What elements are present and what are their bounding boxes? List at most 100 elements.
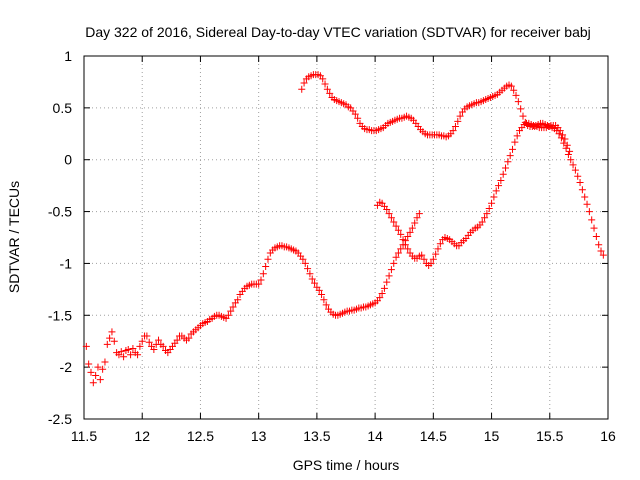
data-point	[255, 280, 263, 288]
data-point	[397, 245, 405, 253]
data-point	[385, 272, 393, 280]
data-point	[429, 255, 437, 263]
data-point	[299, 255, 307, 263]
data-point	[300, 79, 308, 87]
data-point	[354, 114, 362, 122]
data-point	[150, 346, 158, 354]
data-point	[108, 328, 116, 336]
data-point	[557, 134, 565, 142]
x-tick-label: 13.5	[303, 428, 330, 444]
data-point	[420, 255, 428, 263]
data-point	[588, 216, 596, 224]
data-point	[322, 301, 330, 309]
data-point	[404, 245, 412, 253]
data-point	[569, 161, 577, 169]
y-tick-label: -2.5	[48, 411, 72, 427]
data-point	[488, 199, 496, 207]
data-point	[502, 164, 510, 172]
data-point	[173, 336, 181, 344]
data-point	[399, 236, 407, 244]
data-point	[380, 284, 388, 292]
data-point	[315, 286, 323, 294]
data-point	[87, 368, 95, 376]
data-point	[124, 346, 132, 354]
data-point	[351, 110, 359, 118]
data-point	[234, 296, 242, 304]
y-tick-label: -2	[60, 359, 73, 375]
y-tick-label: 0	[64, 152, 72, 168]
data-point	[134, 351, 142, 359]
data-point	[82, 342, 90, 350]
data-point	[318, 291, 326, 299]
data-point	[427, 259, 435, 267]
data-point	[319, 75, 327, 83]
x-tick-labels: 11.5 12 12.5 13 13.5 14 14.5 15 15.5 16	[71, 428, 616, 444]
data-point	[511, 138, 519, 146]
data-point	[96, 376, 104, 384]
data-point	[387, 266, 395, 274]
data-point	[599, 251, 607, 259]
data-point	[264, 255, 272, 263]
data-point	[89, 379, 97, 387]
data-point	[406, 228, 414, 236]
data-point	[563, 141, 571, 149]
data-point	[145, 338, 153, 346]
data-point	[394, 249, 402, 257]
data-point	[595, 241, 603, 249]
data-point	[401, 241, 409, 249]
series-track-C	[298, 71, 574, 155]
data-point	[94, 363, 102, 371]
x-tick-label: 14	[367, 428, 383, 444]
data-point	[490, 193, 498, 201]
data-point	[492, 187, 500, 195]
data-point	[159, 342, 167, 350]
data-point	[514, 98, 522, 106]
data-point	[506, 152, 514, 160]
x-tick-label: 13	[251, 428, 267, 444]
y-tick-label: 0.5	[53, 100, 73, 116]
y-axis-label: SDTVAR / TECUs	[6, 181, 22, 293]
data-point	[387, 214, 395, 222]
axis-ticks	[83, 55, 609, 420]
data-point	[562, 144, 570, 152]
series-track-A	[82, 210, 423, 387]
data-point	[99, 365, 107, 373]
data-point	[117, 348, 125, 356]
data-point	[432, 250, 440, 258]
data-point	[574, 172, 582, 180]
data-point	[308, 275, 316, 283]
data-point	[257, 276, 265, 284]
data-point	[449, 127, 457, 135]
data-point	[456, 112, 464, 120]
data-point	[509, 145, 517, 153]
data-point	[301, 259, 309, 267]
data-point	[481, 214, 489, 222]
data-point	[326, 89, 334, 97]
y-tick-label: 1	[64, 48, 72, 64]
data-point	[513, 132, 521, 140]
data-point	[581, 193, 589, 201]
data-point	[138, 337, 146, 345]
data-point	[85, 360, 93, 368]
data-point	[413, 214, 421, 222]
data-point	[385, 210, 393, 218]
x-tick-label: 14.5	[420, 428, 447, 444]
data-point	[585, 208, 593, 216]
data-point	[451, 123, 459, 131]
data-point	[92, 371, 100, 379]
data-point	[583, 200, 591, 208]
data-point	[411, 219, 419, 227]
data-point	[578, 186, 586, 194]
data-point	[404, 232, 412, 240]
data-point	[408, 224, 416, 232]
data-point	[567, 156, 575, 164]
data-point	[320, 296, 328, 304]
data-markers	[82, 71, 607, 387]
data-point	[185, 334, 193, 342]
data-point	[510, 86, 518, 94]
data-point	[576, 179, 584, 187]
data-point	[559, 131, 567, 139]
y-tick-label: -1	[60, 255, 73, 271]
series-track-B	[373, 119, 607, 270]
